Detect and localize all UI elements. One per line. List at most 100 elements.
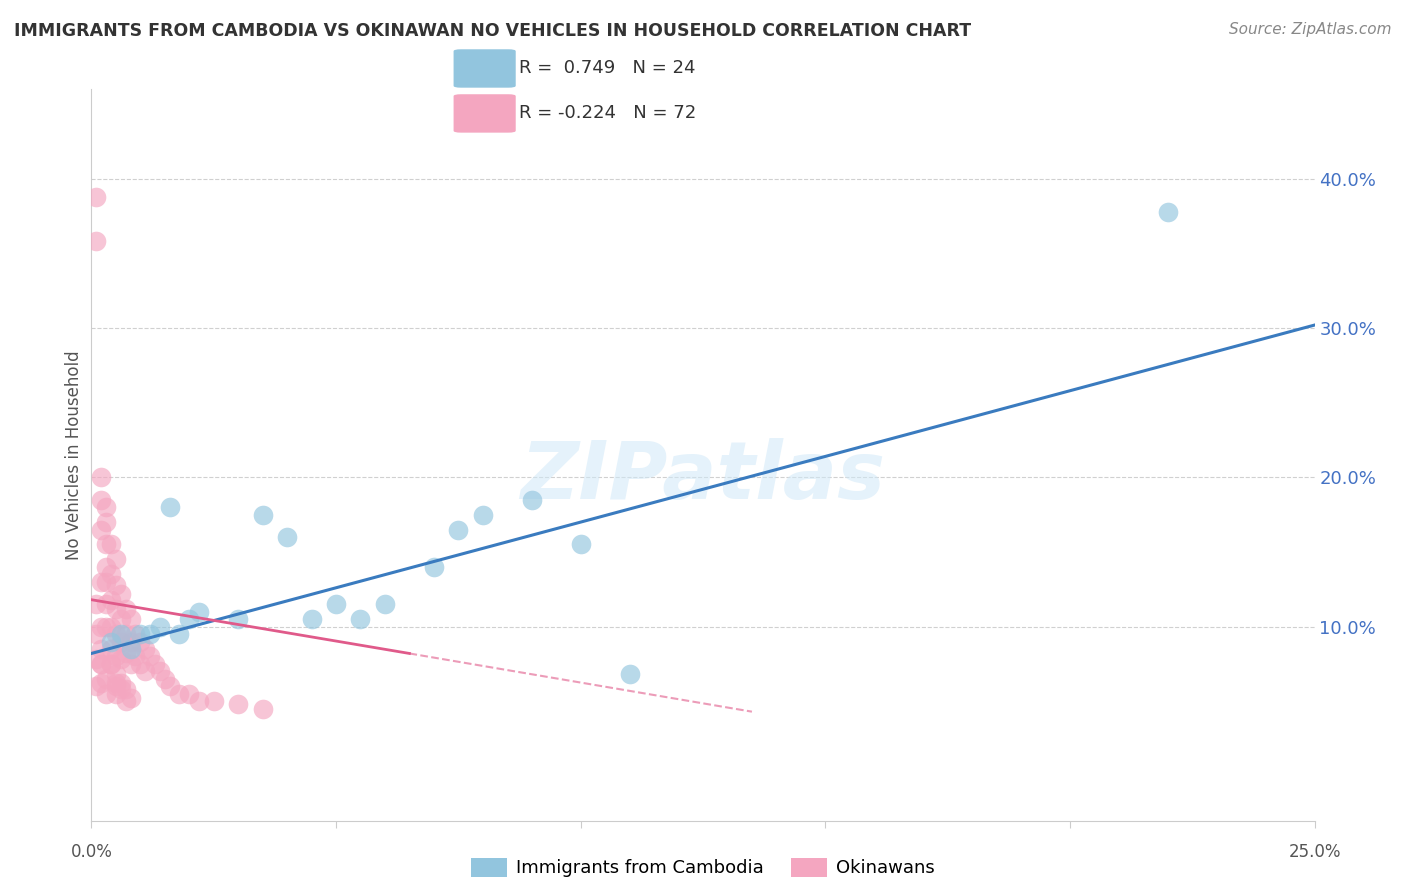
Point (94, 515, 117, 529)
Point (94, 619, 117, 633)
Point (129, 634, 152, 648)
Point (100, 619, 122, 633)
Text: 0.0%: 0.0% (70, 843, 112, 861)
Point (110, 676, 132, 690)
Point (1157, 204, 1180, 219)
Point (619, 667, 641, 681)
Y-axis label: No Vehicles in Household: No Vehicles in Household (65, 350, 83, 560)
Text: 25.0%: 25.0% (1288, 843, 1341, 861)
Point (114, 647, 136, 661)
Point (84, 652, 107, 666)
Point (252, 701, 274, 715)
Point (143, 657, 166, 671)
Point (84, 627, 107, 641)
Point (179, 612, 201, 626)
Point (100, 567, 122, 582)
Point (90, 676, 112, 690)
Text: ZIPatlas: ZIPatlas (520, 438, 886, 516)
Point (110, 587, 132, 601)
Point (374, 597, 396, 611)
Point (100, 657, 122, 671)
Point (104, 649, 127, 664)
Point (159, 500, 181, 515)
Point (90, 657, 112, 671)
Point (447, 523, 470, 537)
Point (149, 665, 172, 679)
Point (276, 530, 298, 544)
Point (252, 508, 274, 522)
Point (159, 679, 181, 693)
Point (520, 492, 543, 507)
Point (110, 634, 132, 648)
Text: IMMIGRANTS FROM CAMBODIA VS OKINAWAN NO VEHICLES IN HOUSEHOLD CORRELATION CHART: IMMIGRANTS FROM CAMBODIA VS OKINAWAN NO … (14, 22, 972, 40)
Point (120, 691, 142, 706)
Point (114, 694, 136, 708)
Point (134, 665, 156, 679)
Point (104, 676, 127, 690)
Point (129, 657, 152, 671)
Point (325, 597, 347, 611)
Point (94, 537, 117, 551)
Point (100, 634, 122, 648)
Point (90, 492, 112, 507)
Point (226, 612, 249, 626)
Point (104, 552, 127, 566)
FancyBboxPatch shape (454, 95, 516, 133)
Point (120, 642, 142, 657)
Point (104, 578, 127, 592)
Point (124, 627, 146, 641)
Point (90, 523, 112, 537)
Point (84, 189, 107, 203)
Point (94, 560, 117, 574)
FancyBboxPatch shape (454, 49, 516, 87)
Point (120, 634, 142, 648)
Point (84, 679, 107, 693)
Point (100, 537, 122, 551)
Point (149, 619, 172, 633)
Text: R =  0.749   N = 24: R = 0.749 N = 24 (519, 60, 696, 78)
Point (169, 687, 191, 701)
Point (94, 500, 117, 515)
Point (104, 601, 127, 615)
Point (104, 687, 127, 701)
Point (153, 672, 176, 686)
Point (90, 574, 112, 589)
Point (139, 627, 162, 641)
Point (124, 649, 146, 664)
Point (104, 627, 127, 641)
Point (188, 605, 211, 619)
Point (100, 642, 122, 657)
Point (90, 642, 112, 657)
Point (104, 679, 127, 693)
Legend: Immigrants from Cambodia, Okinawans: Immigrants from Cambodia, Okinawans (471, 858, 935, 878)
Point (110, 652, 132, 666)
Text: Source: ZipAtlas.com: Source: ZipAtlas.com (1229, 22, 1392, 37)
Point (94, 687, 117, 701)
Point (84, 597, 107, 611)
Point (202, 694, 225, 708)
Point (94, 574, 117, 589)
Point (110, 682, 132, 697)
Point (120, 612, 142, 626)
Point (84, 235, 107, 249)
Point (134, 642, 156, 657)
Point (169, 627, 191, 641)
Point (471, 508, 494, 522)
Point (114, 627, 136, 641)
Point (100, 592, 122, 607)
Point (120, 657, 142, 671)
Point (94, 597, 117, 611)
Text: R = -0.224   N = 72: R = -0.224 N = 72 (519, 104, 696, 122)
Point (569, 537, 592, 551)
Point (114, 682, 136, 697)
Point (423, 560, 446, 574)
Point (114, 601, 136, 615)
Point (90, 470, 112, 484)
Point (188, 694, 211, 708)
Point (179, 687, 201, 701)
Point (301, 612, 323, 626)
Point (90, 619, 112, 633)
Point (129, 627, 152, 641)
Point (104, 667, 127, 681)
Point (110, 612, 132, 626)
